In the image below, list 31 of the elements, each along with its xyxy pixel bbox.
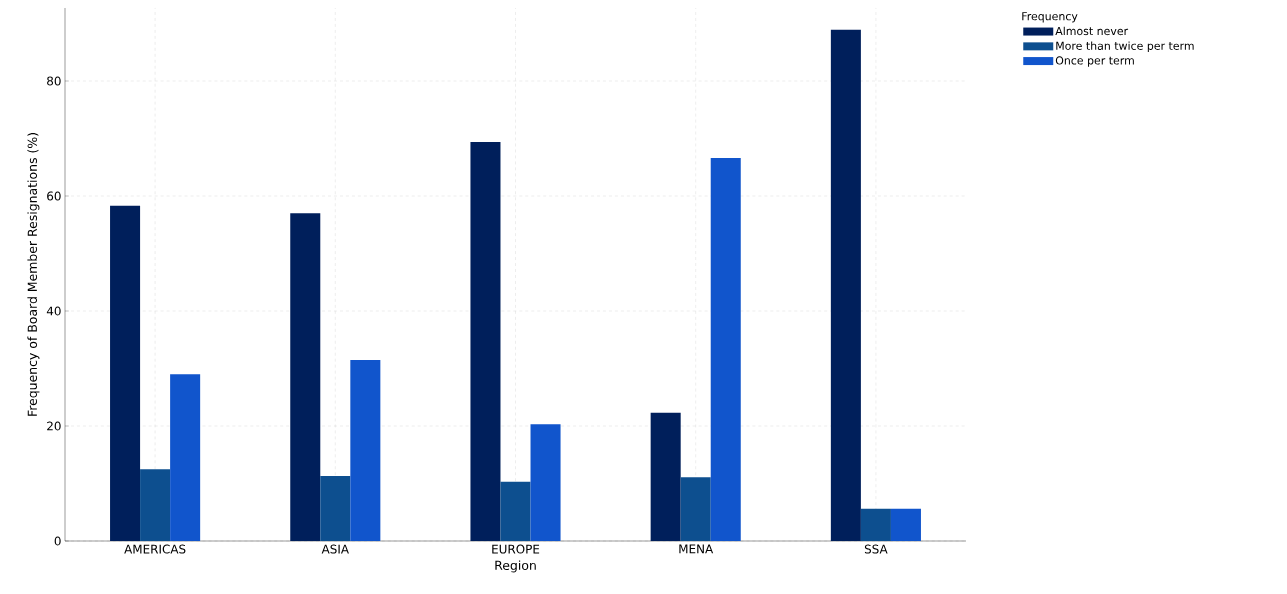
bar: [320, 476, 351, 541]
y-tick-label: 60: [47, 191, 61, 201]
legend-label: Almost never: [1055, 26, 1129, 36]
bar: [290, 213, 321, 541]
x-tick-label: EUROPE: [492, 544, 540, 554]
y-tick-label: 20: [47, 421, 61, 431]
bar: [830, 29, 861, 541]
y-tick-label: 80: [47, 76, 61, 86]
legend-title: Frequency: [1022, 12, 1078, 23]
x-tick-label: AMERICAS: [124, 544, 186, 554]
y-tick-label: 40: [46, 306, 61, 316]
bar: [650, 412, 681, 541]
x-axis-title: Region: [495, 560, 536, 573]
bar: [710, 158, 741, 541]
bar: [170, 374, 201, 541]
bar: [530, 424, 561, 541]
x-tick-label: ASIA: [321, 544, 349, 554]
y-axis-title: Frequency of Board Member Resignations (%): [27, 133, 40, 416]
bar: [140, 469, 171, 541]
bar: [500, 481, 531, 541]
bar: [860, 508, 891, 541]
y-tick-label: 0: [54, 536, 61, 546]
bar: [350, 359, 381, 541]
x-tick-label: SSA: [864, 544, 888, 554]
legend-label: Once per term: [1055, 56, 1134, 67]
x-tick-label: MENA: [679, 544, 714, 554]
bar: [890, 508, 921, 541]
bar: [680, 477, 711, 541]
bar: [470, 141, 501, 541]
bar: [110, 205, 141, 541]
legend-label: More than twice per term: [1056, 41, 1194, 53]
